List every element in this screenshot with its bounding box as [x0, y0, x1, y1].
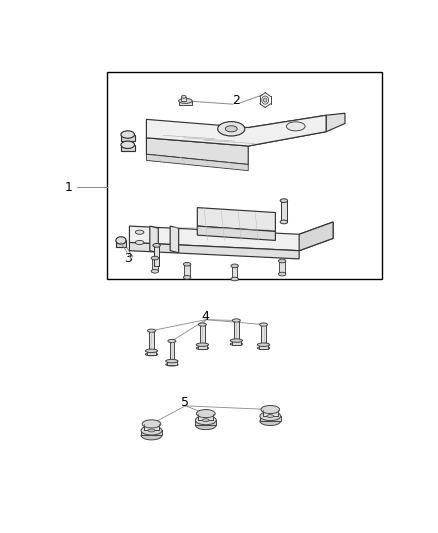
Bar — [232, 340, 241, 344]
Bar — [261, 325, 266, 347]
Ellipse shape — [218, 122, 245, 136]
Ellipse shape — [261, 406, 279, 414]
Ellipse shape — [121, 131, 134, 138]
Ellipse shape — [179, 99, 192, 103]
Ellipse shape — [279, 259, 286, 263]
Ellipse shape — [184, 276, 191, 279]
Ellipse shape — [197, 409, 215, 418]
Bar — [107, 72, 382, 279]
Ellipse shape — [230, 339, 243, 342]
Ellipse shape — [231, 264, 238, 268]
Ellipse shape — [225, 126, 237, 132]
Polygon shape — [197, 207, 276, 231]
Bar — [184, 264, 190, 277]
Ellipse shape — [258, 343, 270, 346]
Bar — [195, 420, 216, 425]
Bar — [198, 414, 213, 420]
Ellipse shape — [280, 220, 288, 224]
Ellipse shape — [166, 359, 178, 363]
Ellipse shape — [151, 256, 159, 260]
Ellipse shape — [145, 349, 158, 352]
Ellipse shape — [280, 199, 288, 203]
Bar — [279, 261, 285, 274]
Bar — [152, 258, 158, 271]
Ellipse shape — [230, 343, 243, 345]
Ellipse shape — [135, 240, 144, 245]
Polygon shape — [248, 115, 326, 146]
Ellipse shape — [135, 230, 144, 235]
Polygon shape — [150, 226, 158, 253]
Ellipse shape — [153, 244, 160, 247]
Circle shape — [264, 98, 267, 102]
Ellipse shape — [267, 415, 274, 417]
Bar — [260, 416, 281, 421]
Polygon shape — [130, 222, 333, 251]
Bar — [147, 350, 156, 355]
Ellipse shape — [148, 329, 155, 333]
Bar — [154, 245, 159, 266]
Ellipse shape — [181, 95, 186, 98]
Ellipse shape — [121, 141, 134, 149]
Polygon shape — [146, 154, 248, 171]
Ellipse shape — [286, 122, 305, 131]
Bar — [200, 325, 205, 347]
Text: 1: 1 — [64, 181, 72, 193]
Ellipse shape — [166, 363, 178, 366]
Ellipse shape — [184, 262, 191, 266]
Polygon shape — [146, 115, 326, 146]
Bar — [149, 330, 154, 353]
Ellipse shape — [168, 340, 176, 343]
Ellipse shape — [151, 269, 159, 273]
Text: 4: 4 — [202, 310, 210, 323]
Bar — [141, 431, 162, 435]
Bar — [259, 344, 268, 349]
Polygon shape — [326, 113, 345, 132]
Bar — [198, 344, 207, 349]
Ellipse shape — [142, 420, 161, 428]
Bar — [116, 240, 126, 247]
Polygon shape — [170, 226, 179, 253]
Ellipse shape — [195, 416, 216, 425]
Bar — [144, 424, 159, 431]
Ellipse shape — [145, 353, 158, 356]
Ellipse shape — [279, 272, 286, 276]
Ellipse shape — [198, 323, 206, 326]
Bar — [232, 266, 237, 279]
Ellipse shape — [196, 343, 208, 346]
Polygon shape — [130, 243, 299, 259]
Ellipse shape — [116, 237, 126, 244]
Text: 3: 3 — [124, 253, 132, 265]
Bar — [121, 134, 134, 141]
Bar — [263, 409, 278, 416]
Polygon shape — [197, 226, 276, 240]
Bar — [234, 320, 239, 343]
Ellipse shape — [196, 346, 208, 350]
Ellipse shape — [202, 419, 209, 422]
Bar — [121, 145, 134, 151]
Text: 5: 5 — [181, 396, 190, 409]
Ellipse shape — [148, 429, 155, 432]
Bar — [179, 101, 192, 105]
Ellipse shape — [260, 411, 281, 421]
Bar — [167, 360, 177, 365]
Polygon shape — [146, 138, 248, 165]
Bar — [170, 341, 174, 364]
Bar — [281, 200, 286, 222]
Ellipse shape — [258, 346, 270, 350]
Text: 2: 2 — [233, 94, 240, 107]
Ellipse shape — [233, 319, 240, 322]
Ellipse shape — [231, 277, 238, 281]
Bar — [181, 97, 186, 101]
Ellipse shape — [260, 323, 268, 326]
Ellipse shape — [195, 421, 216, 430]
Ellipse shape — [260, 416, 281, 425]
Polygon shape — [299, 222, 333, 251]
Ellipse shape — [141, 431, 162, 440]
Ellipse shape — [141, 426, 162, 435]
